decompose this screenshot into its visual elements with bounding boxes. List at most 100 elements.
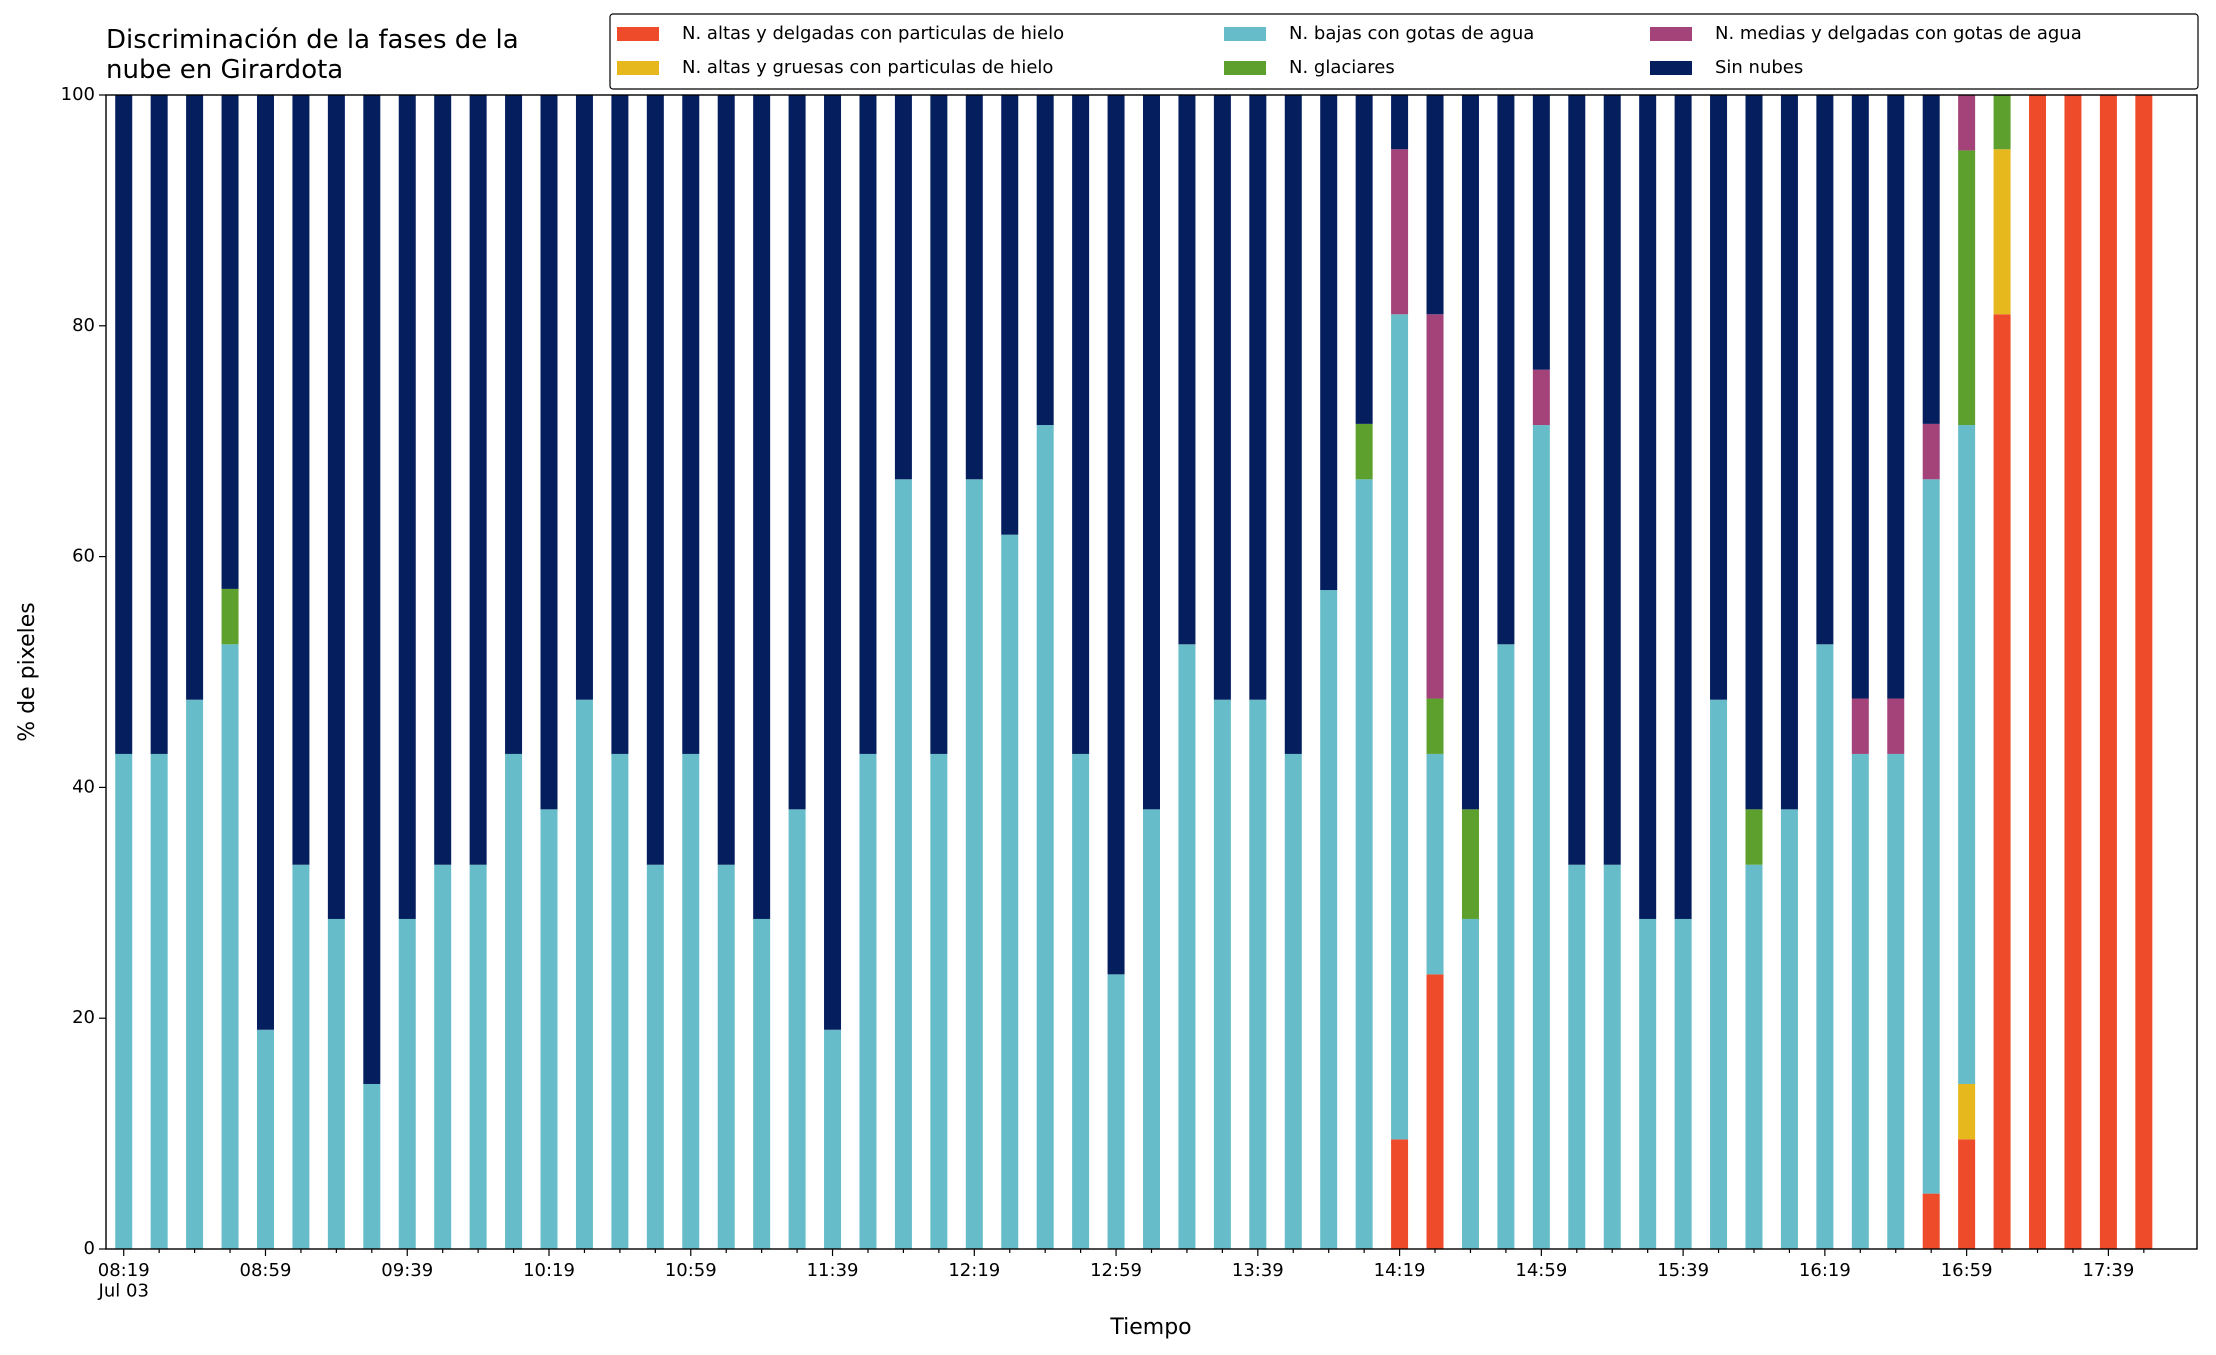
bar-segment <box>1532 95 1550 370</box>
bar-segment <box>1674 918 1692 1249</box>
x-axis-label: Tiempo <box>1109 1315 1191 1340</box>
bar-segment <box>505 95 523 754</box>
bar-segment <box>1887 95 1905 699</box>
bar-segment <box>2064 95 2082 1249</box>
bar-segment <box>682 753 700 1249</box>
bar-segment <box>221 644 239 1249</box>
bar-segment <box>575 699 593 1249</box>
bar-segment <box>1603 95 1621 865</box>
x-tick-label: 12:19 <box>948 1260 1000 1281</box>
x-tick-label: 11:39 <box>807 1260 859 1281</box>
bar-segment <box>1958 425 1976 1084</box>
bar-segment <box>1355 479 1373 1250</box>
bar-segment <box>1958 1139 1976 1249</box>
bar-segment <box>611 753 629 1249</box>
bar-segment <box>1958 150 1976 426</box>
bar-segment <box>788 809 806 1249</box>
x-tick-label: 14:19 <box>1374 1260 1426 1281</box>
bar-segment <box>221 95 239 589</box>
bar-segment <box>186 699 204 1249</box>
bar-segment <box>753 918 771 1249</box>
bar-segment <box>1461 918 1479 1249</box>
bar-segment <box>186 95 204 700</box>
bar-segment <box>398 95 416 919</box>
bar-segment <box>717 95 735 865</box>
x-tick-label: 08:59 <box>240 1260 292 1281</box>
bar-segment <box>1851 698 1869 754</box>
bar-segment <box>1213 699 1231 1249</box>
bar-segment <box>1816 95 1834 645</box>
x-tick-label: 13:39 <box>1232 1260 1284 1281</box>
bar-segment <box>1391 95 1409 150</box>
bar-segment <box>115 753 133 1249</box>
y-tick-label: 100 <box>61 84 95 105</box>
bar-segment <box>1036 95 1054 426</box>
bar-segment <box>434 864 452 1249</box>
bar-segment <box>1710 95 1728 700</box>
bar-segment <box>256 1029 274 1249</box>
bar-segment <box>1710 699 1728 1249</box>
bar-segment <box>1780 809 1798 1249</box>
bar-segment <box>1284 753 1302 1249</box>
y-axis-label: % de pixeles <box>15 602 40 741</box>
bar-segment <box>1922 1193 1940 1249</box>
y-tick-label: 60 <box>72 546 95 567</box>
bar-segment <box>1993 95 2011 150</box>
x-tick-label: 10:19 <box>523 1260 575 1281</box>
bar-segment <box>1922 95 1940 424</box>
bar-segment <box>1001 534 1019 1249</box>
bar-segment <box>1143 809 1160 1249</box>
bar-segment <box>1816 644 1834 1249</box>
bar-segment <box>505 753 523 1249</box>
bar-segment <box>1497 95 1515 645</box>
bar-segment <box>1745 864 1763 1249</box>
bar-segment <box>1213 95 1231 700</box>
chart-title: Discriminación de la fases de la nube en … <box>106 25 519 85</box>
bar-segment <box>1887 698 1905 754</box>
bar-segment <box>1887 753 1905 1249</box>
bar-segment <box>1568 864 1586 1249</box>
bar-segment <box>1320 95 1338 591</box>
legend-label: Sin nubes <box>1715 57 1803 78</box>
bar-segment <box>540 809 558 1249</box>
bar-segment <box>327 95 345 919</box>
x-tick-label: 14:59 <box>1515 1260 1567 1281</box>
bar-segment <box>1674 95 1692 919</box>
bar-segment <box>1426 698 1444 754</box>
bar-segment <box>363 95 381 1084</box>
bar-segment <box>646 95 664 865</box>
bar-segment <box>2029 95 2047 1249</box>
bar-segment <box>824 95 842 1030</box>
y-tick-label: 80 <box>72 315 95 336</box>
bar-segment <box>1107 95 1125 975</box>
bar-segment <box>256 95 274 1030</box>
bar-segment <box>1355 423 1373 480</box>
bar-segment <box>363 1083 381 1249</box>
bar-segment <box>1249 95 1267 700</box>
bar-segment <box>930 95 948 754</box>
legend-box <box>609 13 2199 90</box>
bar-segment <box>1001 95 1019 535</box>
bar-segment <box>1426 314 1444 699</box>
bar-segment <box>221 588 239 645</box>
bar-segment <box>1851 95 1869 699</box>
bar-segment <box>1958 1083 1976 1140</box>
legend-swatch <box>617 27 659 41</box>
legend-swatch <box>1650 61 1692 75</box>
bar-segment <box>1745 809 1763 865</box>
legend-label: N. bajas con gotas de agua <box>1289 23 1534 44</box>
bar-segment <box>1568 95 1586 865</box>
bar-segment <box>469 95 487 865</box>
x-tick-label: 09:39 <box>381 1260 433 1281</box>
bar-segment <box>859 753 877 1249</box>
bar-segment <box>2135 95 2153 1249</box>
bar-segment <box>1143 95 1160 810</box>
bar-segment <box>398 918 416 1249</box>
bar-segment <box>859 95 877 754</box>
x-tick-label: 10:59 <box>665 1260 717 1281</box>
bar-segment <box>611 95 629 754</box>
y-tick-label: 20 <box>72 1007 95 1028</box>
bar-segment <box>1426 95 1444 315</box>
bar-segment <box>434 95 452 865</box>
